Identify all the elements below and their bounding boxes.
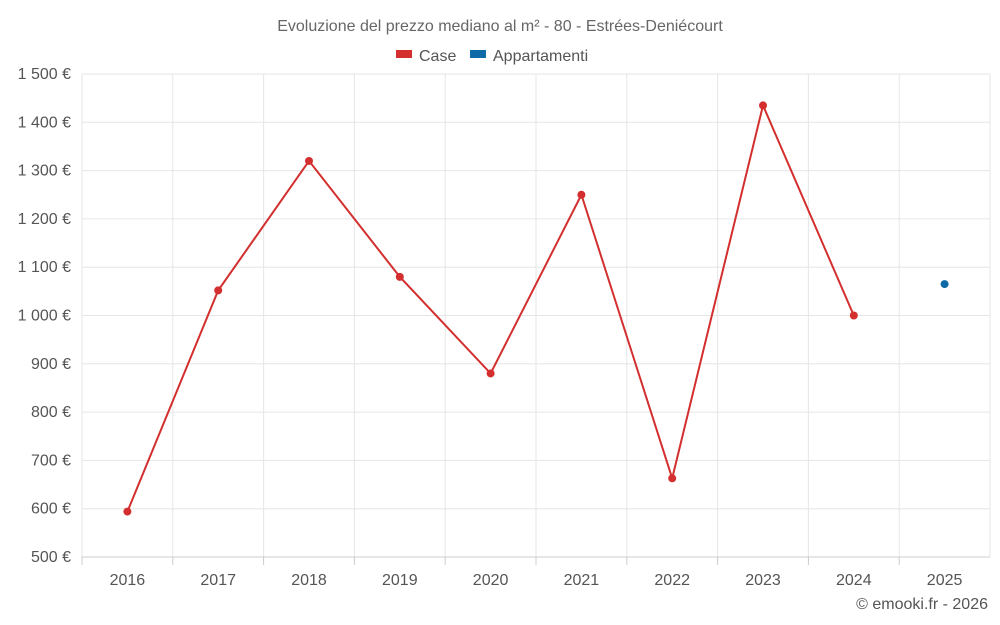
y-axis: 500 € 600 € 700 € 800 € 900 € 1 000 € 1 100 € 1… — [18, 66, 71, 566]
y-tick-label: 700 € — [31, 452, 71, 469]
x-tick-label: 2020 — [473, 572, 509, 589]
x-tick-label: 2025 — [927, 572, 963, 589]
y-tick-label: 1 400 € — [18, 114, 71, 131]
x-tick-label: 2022 — [654, 572, 690, 589]
x-tick-label: 2017 — [200, 572, 236, 589]
y-tick-label: 1 100 € — [18, 259, 71, 276]
data-point-case[interactable] — [123, 507, 132, 516]
x-tick-label: 2024 — [836, 572, 872, 589]
credit: © emooki.fr - 2026 — [856, 596, 988, 613]
data-point-case[interactable] — [668, 474, 677, 483]
grid — [81, 73, 991, 558]
data-point-case[interactable] — [577, 190, 586, 199]
data-point-appartamenti[interactable] — [940, 280, 949, 289]
x-tick-label: 2021 — [564, 572, 600, 589]
legend-item-case[interactable]: Case — [396, 48, 456, 65]
y-tick-label: 500 € — [31, 549, 71, 566]
y-tick-label: 1 200 € — [18, 211, 71, 228]
legend-item-appartamenti[interactable]: Appartamenti — [470, 48, 588, 65]
legend-label-appartamenti: Appartamenti — [493, 48, 588, 65]
legend-swatch-case — [396, 50, 412, 58]
y-tick-label: 900 € — [31, 356, 71, 373]
series — [123, 101, 949, 516]
y-tick-label: 1 000 € — [18, 308, 71, 325]
data-point-case[interactable] — [214, 286, 223, 295]
data-point-case[interactable] — [305, 156, 313, 165]
series-line-case — [126, 102, 855, 512]
x-tick-label: 2016 — [110, 572, 146, 589]
x-tick-label: 2019 — [382, 572, 418, 589]
x-axis: 2016 2017 2018 2019 2020 2021 2022 2023 2024 2025 — [81, 556, 990, 589]
data-point-case[interactable] — [486, 369, 495, 378]
y-tick-label: 1 300 € — [18, 163, 71, 180]
data-point-case[interactable] — [849, 311, 858, 320]
y-tick-label: 600 € — [31, 501, 71, 518]
legend: Case Appartamenti — [396, 48, 588, 65]
x-tick-label: 2023 — [745, 572, 781, 589]
chart-title: Evoluzione del prezzo mediano al m² - 80… — [277, 18, 723, 35]
legend-label-case: Case — [419, 48, 456, 65]
y-tick-label: 800 € — [31, 404, 71, 421]
data-point-case[interactable] — [395, 272, 404, 281]
data-point-case[interactable] — [759, 101, 767, 110]
y-tick-label: 1 500 € — [18, 66, 71, 83]
x-tick-label: 2018 — [291, 572, 327, 589]
legend-swatch-appartamenti — [470, 50, 486, 58]
